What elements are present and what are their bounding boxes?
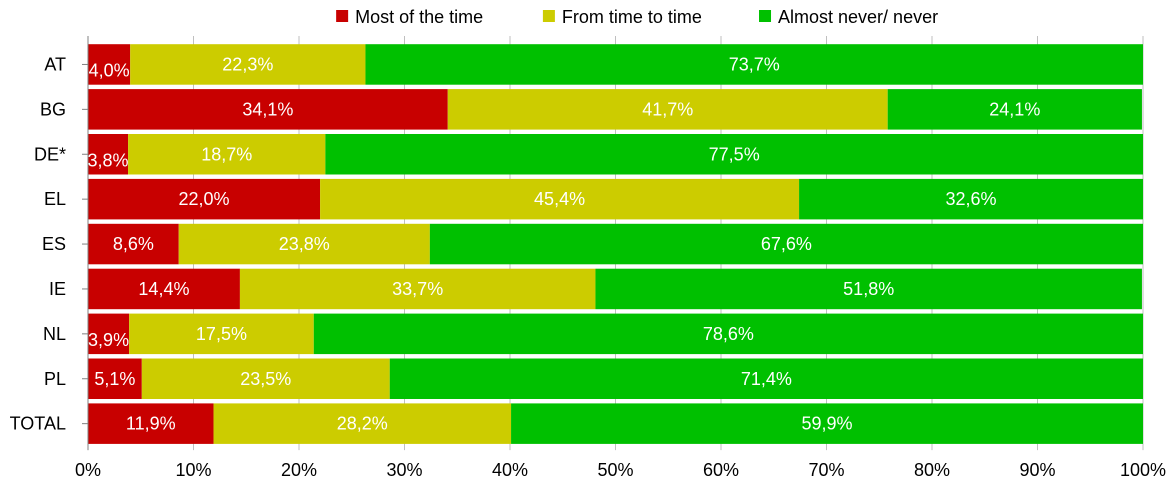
legend-swatch bbox=[336, 10, 349, 22]
y-category-label: TOTAL bbox=[10, 414, 66, 434]
data-label: 23,5% bbox=[240, 369, 291, 389]
legend-swatch bbox=[542, 10, 555, 22]
data-label: 51,8% bbox=[843, 279, 894, 299]
data-label: 23,8% bbox=[279, 234, 330, 254]
x-tick-label: 60% bbox=[703, 460, 739, 480]
bar-segment bbox=[128, 134, 326, 175]
x-tick-label: 80% bbox=[914, 460, 950, 480]
y-category-label: ES bbox=[42, 234, 66, 254]
data-label: 8,6% bbox=[113, 234, 154, 254]
data-label: 4,0% bbox=[89, 60, 130, 80]
bar-segment bbox=[129, 313, 314, 355]
y-category-label: EL bbox=[44, 189, 66, 209]
bar-segment bbox=[447, 89, 888, 130]
bar-segment bbox=[88, 178, 321, 220]
data-label: 14,4% bbox=[138, 279, 189, 299]
data-label: 17,5% bbox=[196, 324, 247, 344]
bar-segment bbox=[511, 403, 1143, 444]
y-category-label: DE* bbox=[34, 144, 66, 164]
x-tick-label: 10% bbox=[175, 460, 211, 480]
data-label: 45,4% bbox=[534, 189, 585, 209]
data-label: 22,3% bbox=[222, 54, 273, 74]
bar-segment bbox=[799, 178, 1143, 220]
y-category-label: AT bbox=[44, 54, 66, 74]
bar-segment bbox=[130, 44, 366, 85]
data-label: 11,9% bbox=[126, 414, 176, 434]
bar-segment bbox=[389, 358, 1144, 399]
x-axis: 0% 10% 20% 30% 40% 50% 60% 70% 80% 90% 100% bbox=[75, 460, 1166, 480]
bar-segment bbox=[239, 268, 596, 310]
data-label: 78,6% bbox=[703, 324, 754, 344]
legend-label: From time to time bbox=[562, 7, 702, 27]
bar-segment bbox=[88, 268, 240, 310]
y-category-label: NL bbox=[43, 324, 66, 344]
bar-segment bbox=[595, 268, 1142, 310]
data-label: 18,7% bbox=[201, 144, 252, 164]
data-label: 71,4% bbox=[741, 369, 792, 389]
data-label: 28,2% bbox=[337, 414, 388, 434]
data-label: 34,1% bbox=[242, 99, 293, 119]
x-tick-label: 50% bbox=[597, 460, 633, 480]
y-axis: AT BG DE* EL ES IE NL PL TOTAL bbox=[10, 36, 89, 451]
bar-segment bbox=[88, 403, 214, 444]
x-tick-label: 90% bbox=[1019, 460, 1055, 480]
bar-segment bbox=[325, 134, 1143, 175]
x-tick-label: 40% bbox=[492, 460, 528, 480]
y-category-label: PL bbox=[44, 369, 66, 389]
data-label: 5,1% bbox=[94, 369, 135, 389]
y-category-label: BG bbox=[40, 99, 66, 119]
data-label: 73,7% bbox=[729, 54, 780, 74]
bar-segment bbox=[88, 223, 179, 265]
bar-segment bbox=[178, 223, 430, 265]
bar-segment bbox=[429, 223, 1143, 265]
data-label: 24,1% bbox=[989, 99, 1040, 119]
legend: Most of the time From time to time Almost … bbox=[336, 7, 938, 27]
bar-segment bbox=[141, 358, 390, 399]
data-label: 41,7% bbox=[642, 99, 693, 119]
bar-segment bbox=[887, 89, 1142, 130]
x-tick-label: 0% bbox=[75, 460, 101, 480]
data-label: 3,9% bbox=[88, 330, 129, 350]
data-label: 3,8% bbox=[88, 150, 129, 170]
x-tick-label: 20% bbox=[281, 460, 317, 480]
bar-segment bbox=[88, 134, 129, 175]
legend-swatch bbox=[759, 10, 772, 22]
data-label: 22,0% bbox=[179, 189, 230, 209]
legend-label: Most of the time bbox=[355, 7, 483, 27]
x-tick-label: 100% bbox=[1120, 460, 1166, 480]
bar-segment bbox=[88, 89, 448, 130]
x-tick-label: 70% bbox=[808, 460, 844, 480]
bar-segment bbox=[313, 313, 1143, 355]
data-label: 59,9% bbox=[802, 414, 853, 434]
bar-segment bbox=[88, 313, 130, 355]
bar-segment bbox=[365, 44, 1144, 85]
data-label: 32,6% bbox=[946, 189, 997, 209]
y-category-label: IE bbox=[49, 279, 66, 299]
bar-segment bbox=[88, 358, 142, 399]
bars bbox=[88, 44, 1144, 444]
bar-segment bbox=[213, 403, 512, 444]
data-labels: 4,0% 22,3% 73,7% 34,1% 41,7% 24,1% 3,8% 18,7% 77… bbox=[88, 54, 1041, 433]
data-label: 33,7% bbox=[392, 279, 443, 299]
data-label: 77,5% bbox=[709, 144, 760, 164]
bar-segment bbox=[88, 44, 131, 85]
data-label: 67,6% bbox=[761, 234, 812, 254]
x-tick-label: 30% bbox=[386, 460, 422, 480]
legend-label: Almost never/ never bbox=[778, 7, 938, 27]
bar-segment bbox=[320, 178, 800, 220]
